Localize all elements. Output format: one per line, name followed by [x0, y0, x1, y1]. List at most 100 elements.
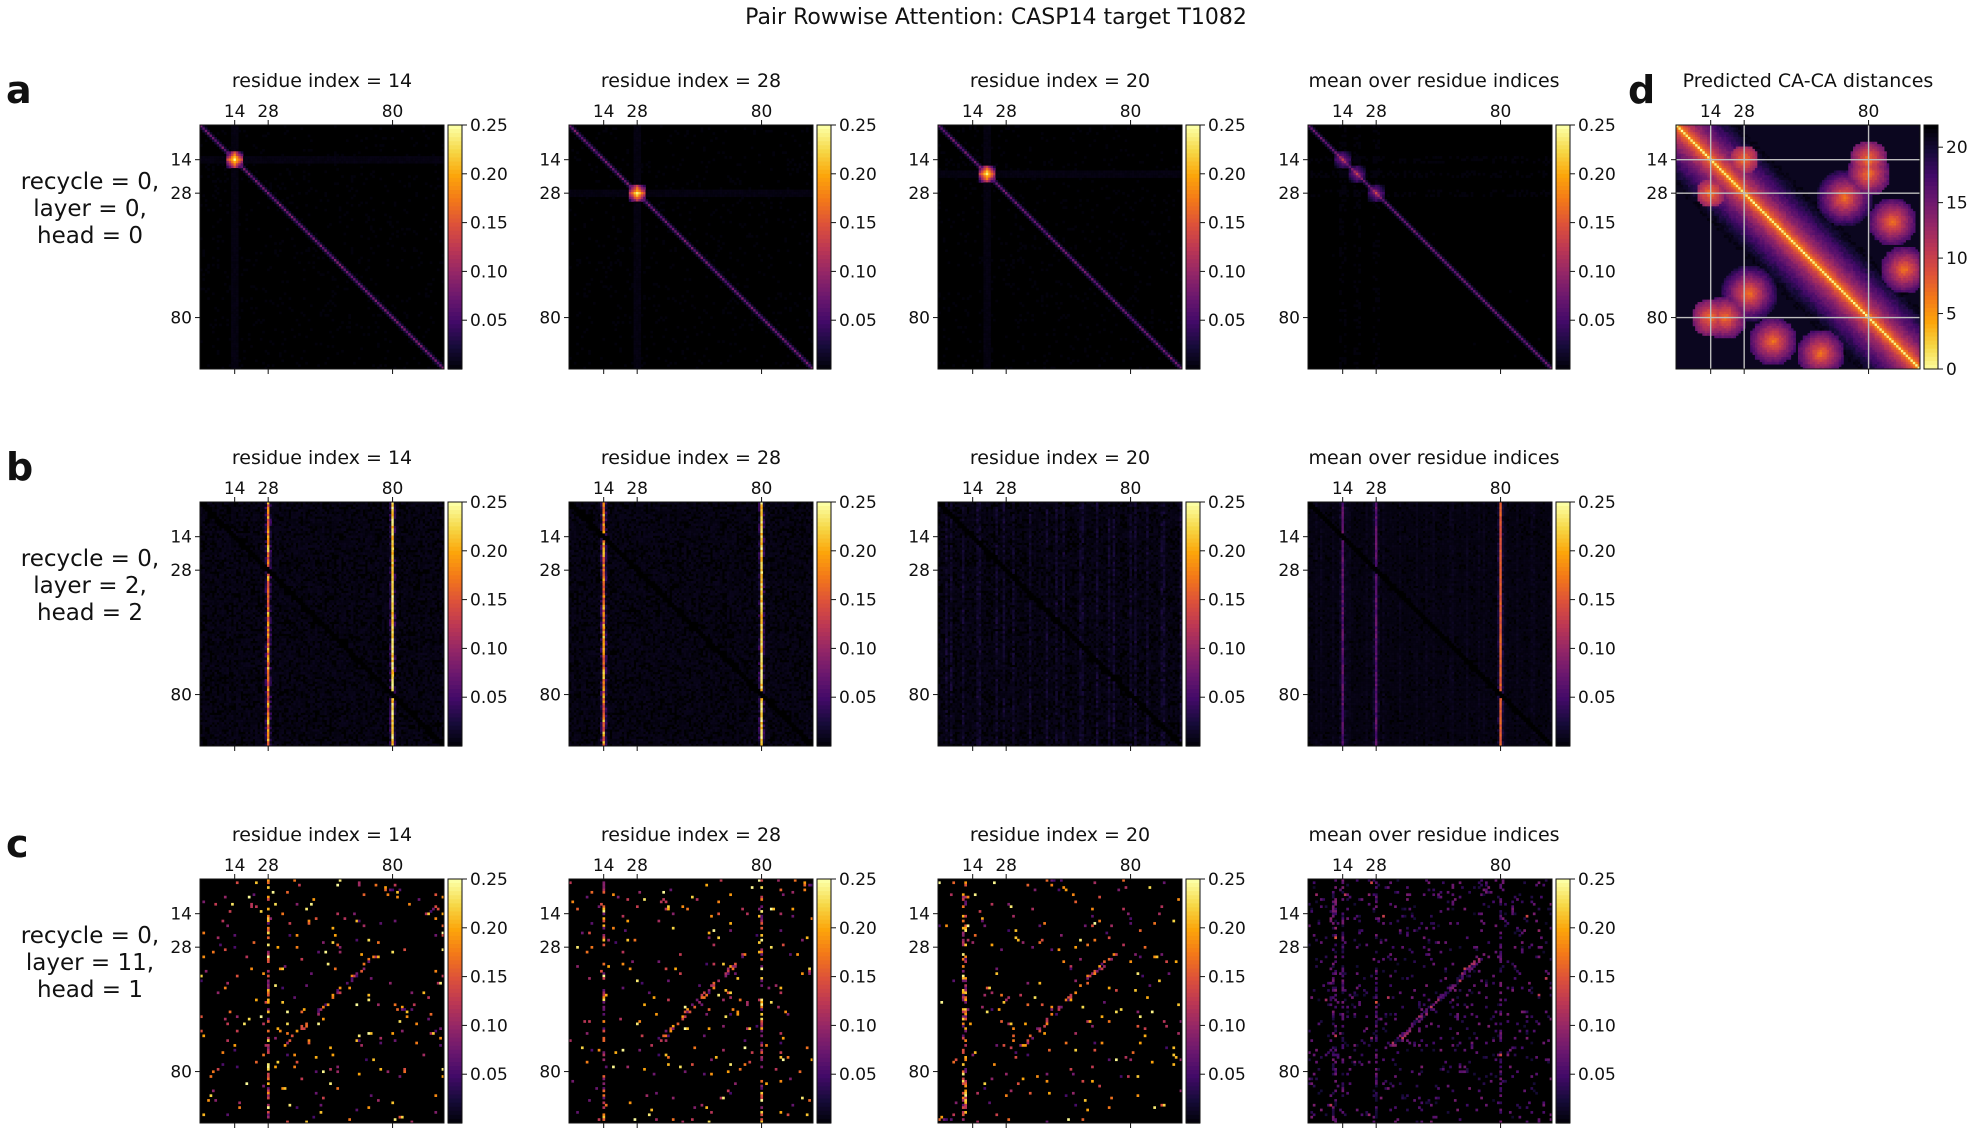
heatmap-cell — [986, 254, 989, 257]
heatmap-cell — [801, 326, 804, 329]
heatmap-cell — [1007, 273, 1010, 276]
heatmap-cell — [334, 259, 337, 262]
heatmap-cell — [1526, 158, 1529, 161]
heatmap-cell — [1172, 362, 1175, 365]
heatmap-cell — [1165, 202, 1168, 205]
heatmap-cell — [617, 173, 620, 176]
heatmap-cell — [1149, 233, 1152, 236]
heatmap-cell — [1134, 324, 1137, 327]
heatmap-cell — [988, 197, 991, 200]
heatmap-cell — [634, 190, 637, 193]
heatmap-cell — [1093, 292, 1096, 295]
heatmap-cell — [1160, 211, 1163, 214]
heatmap-cell — [339, 216, 342, 219]
colorbar-segment — [817, 202, 831, 207]
heatmap-cell — [241, 168, 244, 171]
heatmap-cell — [988, 187, 991, 190]
heatmap-cell — [245, 163, 248, 166]
heatmap-cell — [1084, 350, 1087, 353]
heatmap-cell — [765, 321, 768, 324]
heatmap-cell — [358, 285, 361, 288]
heatmap-cell — [677, 230, 680, 233]
heatmap-cell — [248, 156, 251, 159]
heatmap-cell — [787, 343, 790, 346]
heatmap-cell — [303, 225, 306, 228]
heatmap-cell — [993, 276, 996, 279]
heatmap-cell — [770, 194, 773, 197]
heatmap-cell — [691, 245, 694, 248]
heatmap-cell — [1129, 175, 1132, 178]
heatmap-cell — [770, 264, 773, 267]
heatmap-cell — [1067, 175, 1070, 178]
heatmap-cell — [1170, 175, 1173, 178]
heatmap-cell — [634, 139, 637, 142]
heatmap-cell — [588, 283, 591, 286]
heatmap-cell — [950, 175, 953, 178]
heatmap-cell — [233, 288, 236, 291]
heatmap-cell — [370, 156, 373, 159]
colorbar-segment — [1186, 206, 1200, 211]
heatmap-cell — [720, 235, 723, 238]
heatmap-cell — [1146, 333, 1149, 336]
heatmap-cell — [1132, 170, 1135, 173]
heatmap-cell — [231, 242, 234, 245]
heatmap-cell — [988, 233, 991, 236]
heatmap-cell — [384, 137, 387, 140]
heatmap-cell — [1341, 161, 1344, 164]
heatmap-cell — [1003, 192, 1006, 195]
heatmap-cell — [1545, 156, 1548, 159]
heatmap-cell — [315, 242, 318, 245]
heatmap-cell — [379, 161, 382, 164]
heatmap-cell — [948, 261, 951, 264]
heatmap-cell — [713, 211, 716, 214]
heatmap-cell — [1125, 240, 1128, 243]
heatmap-cell — [439, 362, 442, 365]
heatmap-cell — [353, 194, 356, 197]
heatmap-cell — [648, 166, 651, 169]
heatmap-cell — [655, 283, 658, 286]
heatmap-cell — [703, 309, 706, 312]
heatmap-cell — [713, 192, 716, 195]
heatmap-cell — [991, 168, 994, 171]
heatmap-cell — [636, 214, 639, 217]
heatmap-cell — [662, 190, 665, 193]
heatmap-cell — [217, 240, 220, 243]
heatmap-cell — [1330, 149, 1333, 152]
heatmap-cell — [236, 151, 239, 154]
heatmap-cell — [236, 209, 239, 212]
heatmap-cell — [787, 345, 790, 348]
heatmap-cell — [1115, 175, 1118, 178]
heatmap-cell — [794, 192, 797, 195]
heatmap-cell — [634, 185, 637, 188]
heatmap-cell — [602, 142, 605, 145]
heatmap-cell — [983, 264, 986, 267]
heatmap-cell — [1029, 161, 1032, 164]
heatmap-cell — [988, 295, 991, 298]
heatmap-cell — [799, 264, 802, 267]
colorbar-segment — [448, 186, 462, 191]
colorbar-tick-label: 0.05 — [1208, 311, 1246, 331]
heatmap-cell — [634, 324, 637, 327]
heatmap-cell — [1034, 359, 1037, 362]
heatmap-cell — [751, 206, 754, 209]
heatmap-cell — [962, 127, 965, 130]
heatmap-cell — [595, 194, 598, 197]
heatmap-cell — [1377, 139, 1380, 142]
heatmap-cell — [222, 163, 225, 166]
heatmap-cell — [403, 333, 406, 336]
heatmap-cell — [574, 194, 577, 197]
heatmap-cell — [394, 321, 397, 324]
heatmap-cell — [1031, 170, 1034, 173]
heatmap-cell — [231, 252, 234, 255]
heatmap-cell — [1377, 142, 1380, 145]
heatmap-cell — [686, 192, 689, 195]
heatmap-cell — [955, 178, 958, 181]
heatmap-cell — [636, 257, 639, 260]
heatmap-cell — [355, 161, 358, 164]
heatmap-cell — [231, 312, 234, 315]
heatmap-cell — [360, 288, 363, 291]
heatmap-cell — [1070, 170, 1073, 173]
heatmap-cell — [236, 211, 239, 214]
heatmap-cell — [236, 288, 239, 291]
heatmap-cell — [272, 302, 275, 305]
